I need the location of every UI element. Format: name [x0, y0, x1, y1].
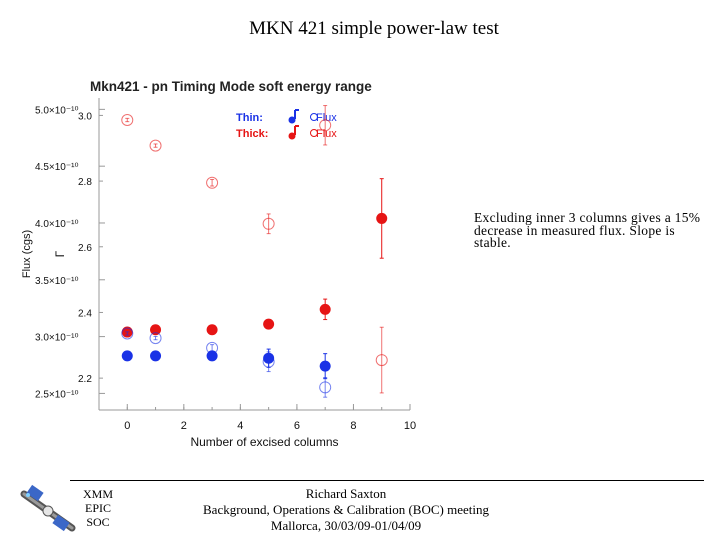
x-tick-label: 6	[294, 420, 300, 432]
legend-series-label: Flux	[316, 128, 337, 140]
x-tick-label: 4	[237, 420, 243, 432]
flux-gamma-chart: Mkn421 - pn Timing Mode soft energy rang…	[21, 79, 416, 449]
gamma-point	[319, 381, 332, 394]
gamma-point	[149, 139, 162, 152]
slide-title: MKN 421 simple power-law test	[249, 18, 499, 39]
footer-place-date: Mallorca, 30/03/09-01/04/09	[270, 518, 422, 533]
flux-tick-label: 3.5×10⁻¹⁰	[35, 276, 78, 287]
footer-meeting: Background, Operations & Calibration (BO…	[203, 502, 489, 517]
legend-series-label: Flux	[316, 112, 337, 124]
org-label: XMM EPIC SOC	[78, 487, 118, 529]
gamma-tick-label: 3.0	[78, 111, 92, 122]
flux-point	[376, 212, 388, 224]
flux-point	[319, 303, 331, 315]
gamma-axis-label: Γ	[53, 250, 67, 257]
gamma-tick-label: 2.4	[78, 308, 92, 319]
result-note: Excluding inner 3 columns gives a 15% de…	[474, 210, 701, 250]
gamma-point	[262, 217, 275, 230]
legend-label: Thick:	[236, 128, 268, 140]
chart-title: Mkn421 - pn Timing Mode soft energy rang…	[90, 79, 372, 94]
gamma-point	[121, 114, 134, 127]
gamma-point	[375, 354, 388, 367]
flux-tick-label: 4.5×10⁻¹⁰	[35, 162, 78, 173]
gamma-point	[121, 327, 134, 340]
legend-label: Thin:	[236, 112, 263, 124]
flux-tick-label: 2.5×10⁻¹⁰	[35, 389, 78, 400]
gamma-tick-label: 2.2	[78, 374, 92, 385]
flux-tick-label: 5.0×10⁻¹⁰	[35, 105, 78, 116]
flux-point	[263, 318, 275, 330]
x-tick-label: 0	[124, 420, 130, 432]
gamma-point	[319, 119, 332, 132]
gamma-point	[149, 332, 162, 345]
legend-filled-marker	[288, 116, 296, 124]
x-tick-label: 10	[404, 420, 416, 432]
gamma-tick-label: 2.6	[78, 243, 92, 254]
legend-open-marker	[310, 129, 318, 137]
org-line-1: XMM	[82, 487, 113, 501]
org-line-2: EPIC	[84, 501, 111, 515]
gamma-point	[206, 176, 219, 189]
x-tick-label: 2	[181, 420, 187, 432]
gamma-point	[262, 355, 275, 368]
flux-point	[206, 324, 218, 336]
flux-point	[150, 324, 162, 336]
flux-point	[319, 360, 331, 372]
legend-open-marker	[310, 113, 318, 121]
flux-axis-label: Flux (cgs)	[21, 230, 33, 278]
flux-tick-label: 4.0×10⁻¹⁰	[35, 219, 78, 230]
gamma-point	[206, 341, 219, 354]
gamma-tick-label: 2.8	[78, 177, 92, 188]
footer-credits: Richard Saxton Background, Operations & …	[160, 486, 532, 534]
footer-divider	[70, 480, 704, 481]
org-line-3: SOC	[86, 515, 110, 529]
flux-point	[150, 350, 162, 362]
flux-tick-label: 3.0×10⁻¹⁰	[35, 333, 78, 344]
x-axis-label: Number of excised columns	[190, 435, 338, 449]
footer-author: Richard Saxton	[305, 486, 387, 501]
flux-point	[121, 350, 133, 362]
legend-filled-marker	[288, 132, 296, 140]
satellite-logo-icon	[20, 484, 76, 532]
x-tick-label: 8	[350, 420, 356, 432]
